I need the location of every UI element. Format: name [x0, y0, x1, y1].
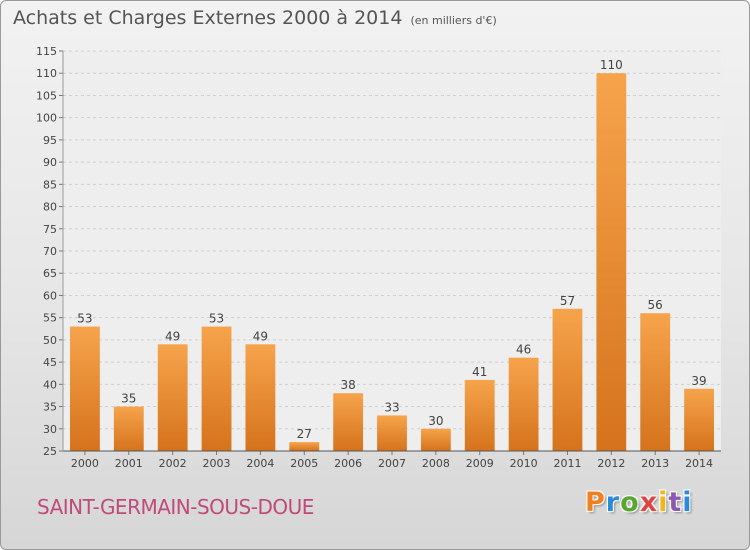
value-label-2004: 49 — [253, 329, 268, 343]
bar-2001 — [113, 406, 144, 451]
value-label-2011: 57 — [560, 294, 575, 308]
y-tick-label: 45 — [43, 356, 57, 369]
town-name: SAINT-GERMAIN-SOUS-DOUE — [37, 495, 314, 519]
bar-2004 — [245, 344, 276, 451]
x-tick-label-2011: 2011 — [553, 457, 581, 470]
y-tick-label: 60 — [43, 289, 57, 302]
y-tick-label: 110 — [36, 67, 57, 80]
bar-2000 — [70, 326, 100, 451]
x-tick-label-2003: 2003 — [203, 457, 231, 470]
bar-2012 — [596, 73, 627, 451]
bar-2005 — [289, 442, 320, 451]
chart-subtitle: (en milliers d'€) — [410, 14, 497, 27]
x-tick-label-2007: 2007 — [378, 457, 406, 470]
x-tick-label-2009: 2009 — [466, 457, 494, 470]
chart-title: Achats et Charges Externes 2000 à 2014 (e… — [13, 7, 497, 29]
bar-2014 — [684, 388, 714, 451]
bar-2006 — [333, 393, 364, 451]
proxiti-logo: Proxiti — [585, 487, 693, 518]
x-tick-label-2006: 2006 — [334, 457, 362, 470]
bar-2011 — [552, 308, 583, 451]
value-label-2010: 46 — [516, 343, 531, 357]
value-label-2012: 110 — [600, 58, 623, 72]
logo-letter: i — [658, 487, 669, 518]
y-tick-label: 75 — [43, 223, 57, 236]
value-label-2001: 35 — [121, 392, 136, 406]
bar-2010 — [508, 357, 539, 451]
y-tick-label: 35 — [43, 401, 57, 414]
y-tick-label: 85 — [43, 178, 57, 191]
value-label-2007: 33 — [384, 400, 399, 414]
logo-letter: r — [605, 487, 621, 518]
y-tick-label: 40 — [43, 378, 57, 391]
logo-letter: x — [639, 487, 659, 518]
value-label-2006: 38 — [340, 378, 355, 392]
y-tick-label: 70 — [43, 245, 57, 258]
y-tick-label: 100 — [36, 112, 57, 125]
value-label-2013: 56 — [648, 298, 663, 312]
x-tick-label-2014: 2014 — [685, 457, 713, 470]
bar-2003 — [201, 326, 232, 451]
bar-2013 — [640, 313, 671, 451]
bar-2002 — [157, 344, 188, 451]
x-tick-label-2005: 2005 — [290, 457, 318, 470]
logo-letter: t — [668, 487, 683, 518]
value-label-2005: 27 — [297, 427, 312, 441]
x-tick-label-2002: 2002 — [159, 457, 187, 470]
value-label-2002: 49 — [165, 329, 180, 343]
x-tick-label-2001: 2001 — [115, 457, 143, 470]
x-axis-ticks: 2000 2001 2002 2003 2004 2005 2006 2007 2008 2009… — [71, 451, 713, 470]
logo-letter: i — [682, 487, 693, 518]
x-tick-label-2010: 2010 — [510, 457, 538, 470]
bar-2007 — [377, 415, 407, 451]
chart-title-text: Achats et Charges Externes 2000 à 2014 — [13, 7, 403, 29]
x-tick-label-2013: 2013 — [641, 457, 669, 470]
y-tick-label: 25 — [43, 445, 57, 458]
y-tick-label: 105 — [36, 89, 57, 102]
y-tick-label: 95 — [43, 134, 57, 147]
y-tick-label: 55 — [43, 312, 57, 325]
y-tick-label: 50 — [43, 334, 57, 347]
bar-2008 — [420, 428, 451, 451]
value-label-2008: 30 — [428, 414, 443, 428]
bar-2009 — [464, 379, 495, 451]
y-tick-label: 115 — [36, 45, 57, 58]
x-tick-label-2012: 2012 — [597, 457, 625, 470]
x-tick-label-2004: 2004 — [246, 457, 274, 470]
y-tick-label: 90 — [43, 156, 57, 169]
value-label-2000: 53 — [77, 312, 92, 326]
x-tick-label-2000: 2000 — [71, 457, 99, 470]
logo-letter: P — [585, 487, 606, 518]
logo-letter: o — [620, 487, 640, 518]
value-label-2014: 39 — [691, 374, 706, 388]
y-tick-label: 65 — [43, 267, 57, 280]
y-axis-ticks: 25 30 35 40 45 50 55 60 65 70 75 80 85 90 95 100 105 110 1… — [36, 45, 63, 458]
bars: 53 35 49 53 49 27 38 33 30 41 46 57 110 56 39 — [70, 58, 714, 451]
value-label-2003: 53 — [209, 312, 224, 326]
value-label-2009: 41 — [472, 365, 487, 379]
x-tick-label-2008: 2008 — [422, 457, 450, 470]
y-tick-label: 80 — [43, 201, 57, 214]
y-tick-label: 30 — [43, 423, 57, 436]
